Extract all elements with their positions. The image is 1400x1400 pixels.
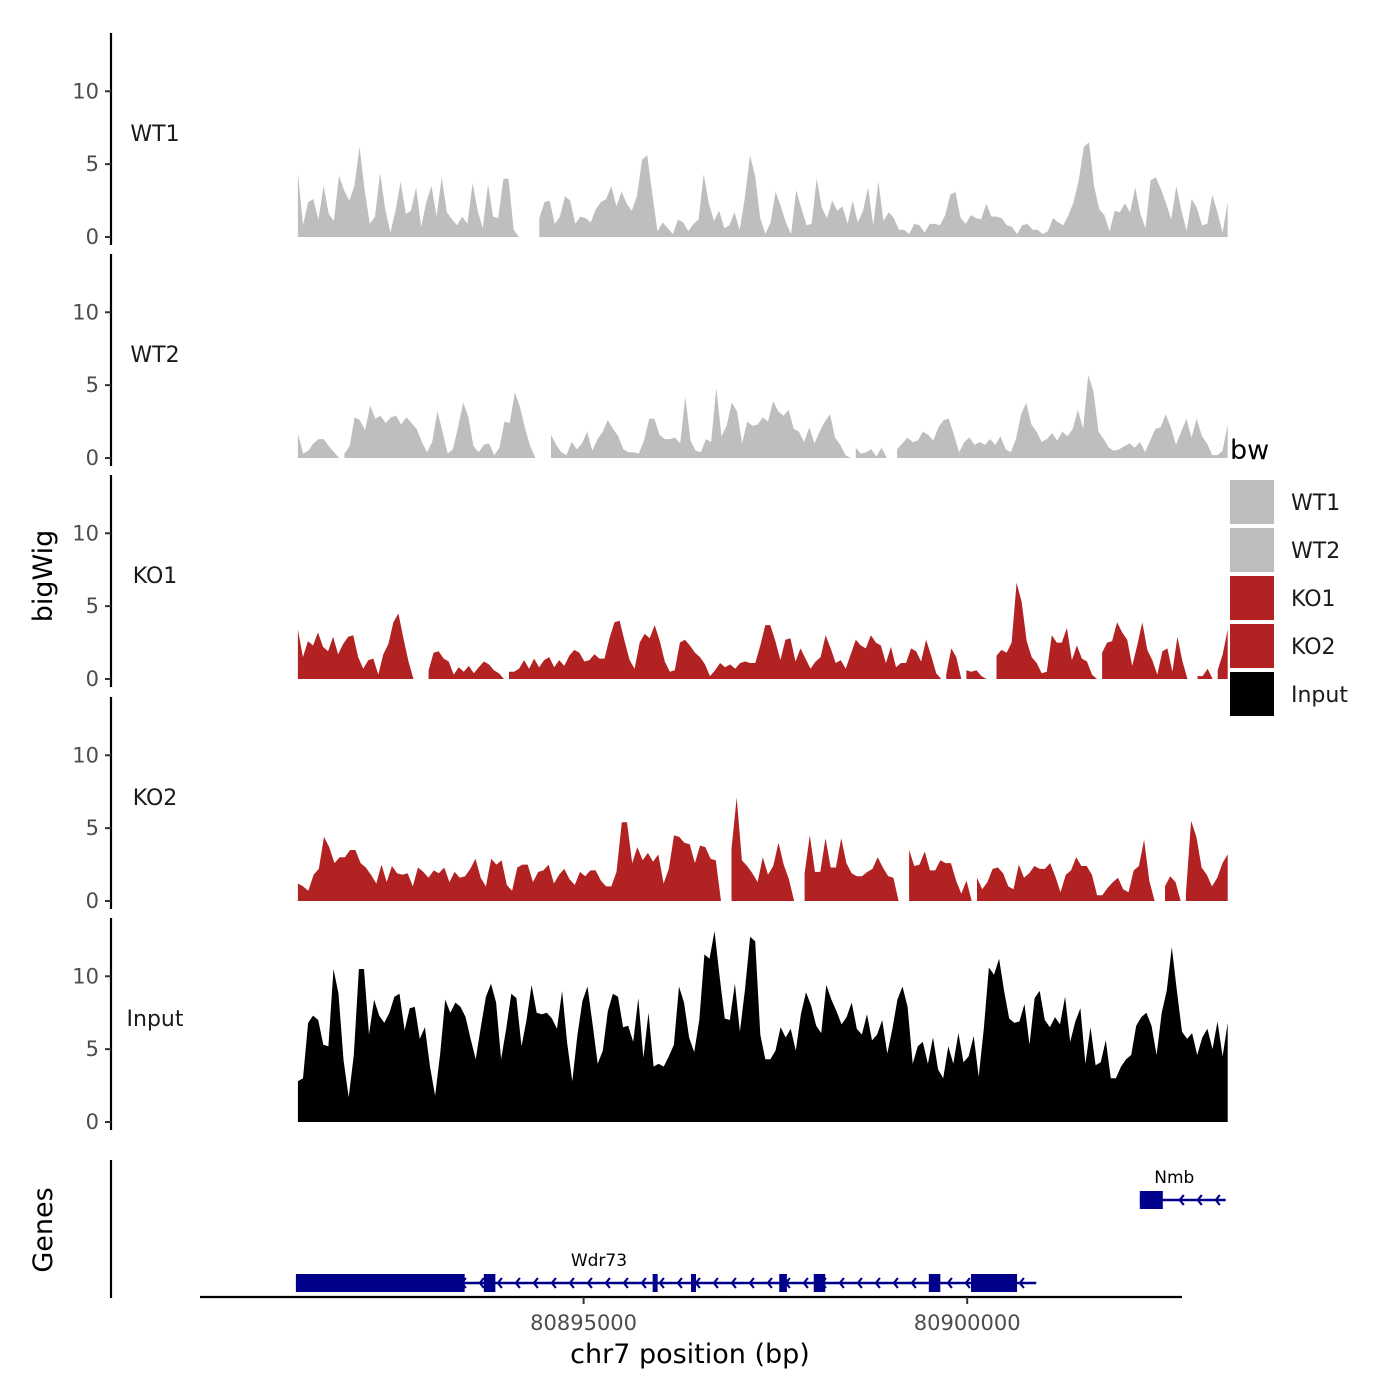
legend-label-wt1: WT1 xyxy=(1291,491,1340,516)
y-tick-label: 10 xyxy=(72,964,99,988)
y-tick-label: 10 xyxy=(72,743,99,767)
strand-chevron xyxy=(604,1277,611,1289)
strand-chevron xyxy=(1214,1194,1221,1206)
strand-chevron xyxy=(892,1277,899,1289)
coverage-tracks: 0 5 10 WT1 0 5 10 WT2 0 5 10 KO1 0 5 10 KO2 0 5 10 Input xyxy=(72,33,1228,1134)
gene-wdr73: Wdr73 xyxy=(295,1251,1037,1292)
gene-exon xyxy=(928,1274,941,1292)
track-label-input: Input xyxy=(127,1007,184,1032)
y-axis-title: bigWig xyxy=(28,530,59,623)
track-label-wt1: WT1 xyxy=(130,122,179,147)
y-tick-label: 10 xyxy=(72,79,99,103)
strand-chevron xyxy=(838,1277,845,1289)
strand-chevron xyxy=(1178,1194,1185,1206)
y-tick-label: 5 xyxy=(86,594,99,618)
strand-chevron xyxy=(622,1277,629,1289)
strand-chevron xyxy=(1196,1194,1203,1206)
x-axis-title: chr7 position (bp) xyxy=(570,1339,810,1370)
y-tick-label: 0 xyxy=(86,1110,99,1134)
y-tick-label: 10 xyxy=(72,300,99,324)
legend-label-wt2: WT2 xyxy=(1291,539,1340,564)
strand-chevron xyxy=(856,1277,863,1289)
legend-swatch-input xyxy=(1230,672,1274,716)
legend-swatch-wt2 xyxy=(1230,528,1274,572)
gene-exon xyxy=(691,1274,696,1292)
x-axis: 80895000 80900000 xyxy=(200,1295,1182,1335)
y-tick-label: 5 xyxy=(86,1037,99,1061)
x-tick-label: 80895000 xyxy=(530,1311,637,1335)
strand-chevron xyxy=(712,1277,719,1289)
strand-chevron xyxy=(496,1277,503,1289)
strand-chevron xyxy=(478,1277,485,1289)
y-tick-label: 5 xyxy=(86,152,99,176)
strand-chevron xyxy=(946,1277,953,1289)
track-wt1: 0 5 10 WT1 xyxy=(72,33,1228,249)
y-tick-label: 10 xyxy=(72,521,99,545)
y-tick-label: 0 xyxy=(86,225,99,249)
strand-chevron xyxy=(658,1277,665,1289)
gene-exon xyxy=(295,1274,465,1292)
track-label-ko2: KO2 xyxy=(133,786,178,811)
gene-name-label: Wdr73 xyxy=(571,1251,627,1271)
legend-swatch-wt1 xyxy=(1230,480,1274,524)
gene-exon xyxy=(1139,1191,1163,1209)
track-wt2: 0 5 10 WT2 xyxy=(72,254,1228,470)
gene-exon xyxy=(483,1274,496,1292)
strand-chevron xyxy=(964,1277,971,1289)
strand-chevron xyxy=(586,1277,593,1289)
y-tick-label: 5 xyxy=(86,373,99,397)
track-label-wt2: WT2 xyxy=(130,343,179,368)
track-input: 0 5 10 Input xyxy=(72,918,1228,1134)
legend-label-ko2: KO2 xyxy=(1291,635,1336,660)
gene-exon xyxy=(813,1274,826,1292)
track-ko2: 0 5 10 KO2 xyxy=(72,697,1228,913)
coverage-area-wt1 xyxy=(297,142,1228,237)
strand-chevron xyxy=(568,1277,575,1289)
strand-chevron xyxy=(910,1277,917,1289)
gene-exon xyxy=(971,1274,1018,1292)
coverage-area-ko2 xyxy=(297,797,1228,901)
coverage-area-ko1 xyxy=(297,582,1228,679)
y-tick-label: 0 xyxy=(86,889,99,913)
y-tick-label: 0 xyxy=(86,667,99,691)
legend: bw WT1 WT2 KO1 KO2 Input xyxy=(1230,435,1348,716)
legend-swatch-ko1 xyxy=(1230,576,1274,620)
strand-chevron xyxy=(550,1277,557,1289)
strand-chevron xyxy=(640,1277,647,1289)
strand-chevron xyxy=(748,1277,755,1289)
strand-chevron xyxy=(514,1277,521,1289)
y-tick-label: 0 xyxy=(86,446,99,470)
track-ko1: 0 5 10 KO1 xyxy=(72,475,1228,691)
coverage-area-wt2 xyxy=(297,374,1228,458)
y-tick-label: 5 xyxy=(86,816,99,840)
strand-chevron xyxy=(1018,1277,1025,1289)
legend-title: bw xyxy=(1230,435,1269,466)
genes-panel: Wdr73 Nmb xyxy=(109,1160,1226,1298)
strand-chevron xyxy=(766,1277,773,1289)
strand-chevron xyxy=(874,1277,881,1289)
genes-axis-title: Genes xyxy=(28,1187,59,1272)
strand-chevron xyxy=(676,1277,683,1289)
strand-chevron xyxy=(730,1277,737,1289)
strand-chevron xyxy=(532,1277,539,1289)
gene-name-label: Nmb xyxy=(1154,1168,1194,1188)
legend-label-ko1: KO1 xyxy=(1291,587,1336,612)
gene-nmb: Nmb xyxy=(1139,1168,1226,1209)
gene-exon xyxy=(652,1274,658,1292)
legend-swatch-ko2 xyxy=(1230,624,1274,668)
coverage-area-input xyxy=(297,931,1228,1122)
strand-chevron xyxy=(802,1277,809,1289)
gene-exon xyxy=(779,1274,787,1292)
track-label-ko1: KO1 xyxy=(133,564,178,589)
x-tick-label: 80900000 xyxy=(914,1311,1021,1335)
legend-label-input: Input xyxy=(1291,683,1348,708)
